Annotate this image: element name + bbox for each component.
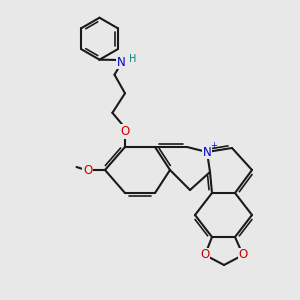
Text: +: + (210, 141, 217, 150)
Text: N: N (117, 56, 125, 69)
Text: O: O (83, 164, 92, 176)
Text: O: O (120, 125, 130, 138)
Text: O: O (200, 248, 210, 262)
Text: O: O (238, 248, 247, 262)
Text: H: H (129, 53, 136, 64)
Text: N: N (202, 146, 211, 158)
